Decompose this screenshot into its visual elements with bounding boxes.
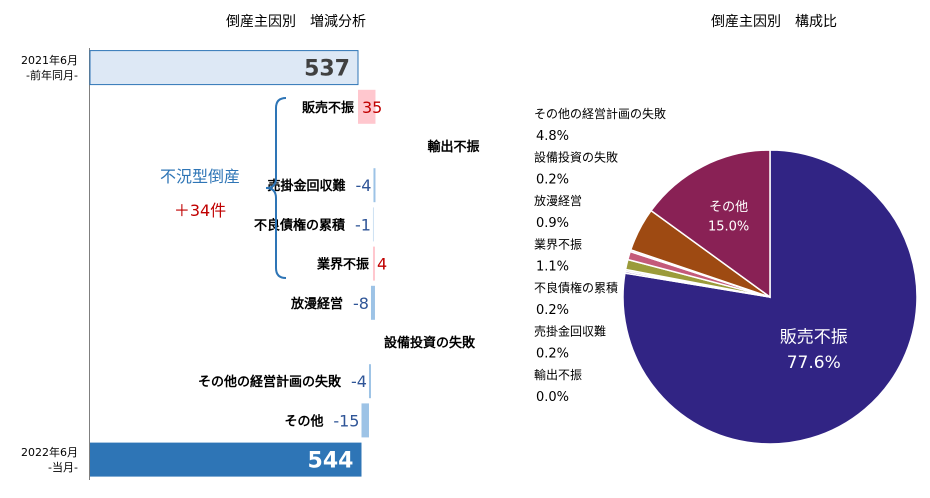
category-label: 業界不振 [316, 257, 369, 273]
end-period-line1: 2022年6月 [21, 446, 78, 459]
start-total-label: 537 [304, 57, 350, 82]
bracket-value: ＋34件 [173, 201, 227, 220]
end-period-line2: -当月- [48, 461, 78, 474]
category-label: その他の経営計画の失敗 [198, 374, 342, 390]
delta-bar [368, 364, 371, 399]
category-label: 売掛金回収難 [267, 178, 345, 194]
end-total-bar [90, 442, 362, 477]
delta-value-label: -8 [353, 294, 369, 313]
pie-inside-value: 15.0% [708, 220, 749, 235]
pie-title: 倒産主因別 構成比 [711, 14, 837, 30]
pie-outside-category: 売掛金回収難 [534, 324, 606, 339]
delta-value-label: -1 [355, 215, 371, 234]
bracket-shape [265, 97, 287, 279]
bracket [265, 97, 287, 279]
category-label: 輸出不振 [427, 139, 479, 155]
pie-outside-value: 0.2% [536, 347, 569, 362]
pie-outside-category: 不良債権の累積 [534, 280, 618, 295]
pie-outside-category: 放漫経営 [534, 193, 582, 208]
category-label: 販売不振 [302, 100, 354, 116]
start-total-bar [89, 50, 359, 86]
pie-outside-category: 設備投資の失敗 [534, 150, 618, 165]
category-label: その他 [284, 413, 323, 429]
bracket-label: 不況型倒産 [159, 167, 240, 186]
pie-outside-value: 0.9% [536, 216, 569, 231]
pie-outside-value: 0.0% [536, 390, 569, 405]
pie-inside-category: その他 [709, 200, 748, 215]
start-period-line1: 2021年6月 [21, 54, 78, 67]
pie-slice [650, 149, 771, 299]
delta-bar [370, 285, 375, 320]
pie-outside-category: 輸出不振 [534, 367, 582, 382]
delta-bar [372, 246, 375, 281]
delta-bar [361, 403, 369, 438]
pie-outside-value: 0.2% [536, 173, 569, 188]
category-label: 放漫経営 [290, 296, 343, 312]
waterfall-title: 倒産主因別 増減分析 [226, 14, 366, 30]
start-period-line2: -前年同月- [26, 69, 78, 82]
pie-inside-value: 77.6% [787, 353, 841, 373]
end-period-label: 2022年6月 -当月- [0, 445, 78, 475]
pie-outside-category: 業界不振 [534, 238, 582, 252]
pie-outside-value: 1.1% [536, 260, 569, 275]
pie-outside-value: 4.8% [536, 129, 569, 144]
end-total-label: 544 [308, 449, 354, 474]
start-period-label: 2021年6月 -前年同月- [0, 53, 78, 83]
delta-value-label: 4 [377, 255, 387, 274]
pie-outside-category: その他の経営計画の失敗 [534, 106, 666, 121]
delta-value-label: -4 [356, 176, 372, 195]
delta-bar [373, 168, 376, 203]
delta-value-label: -4 [351, 372, 367, 391]
pie-outside-value: 0.2% [536, 303, 569, 318]
delta-bar [358, 89, 376, 124]
delta-value-label: -15 [333, 411, 359, 430]
delta-value-label: 35 [362, 98, 382, 117]
waterfall-axis [89, 48, 90, 480]
pie-inside-category: 販売不振 [780, 328, 848, 348]
category-label: 設備投資の失敗 [384, 335, 476, 351]
